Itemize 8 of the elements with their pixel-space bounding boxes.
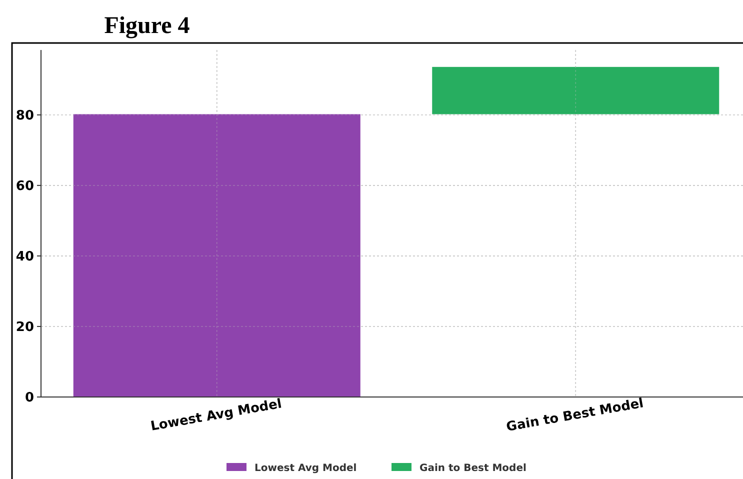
y-tick-label: 80 <box>16 108 34 124</box>
chart-title: Figure 4 <box>104 13 190 39</box>
y-tick-label: 40 <box>16 249 34 264</box>
y-tick-label: 0 <box>24 390 34 406</box>
y-tick-label: 60 <box>16 178 34 194</box>
legend-label: Gain to Best Model <box>420 463 526 474</box>
legend-label: Lowest Avg Model <box>254 463 357 474</box>
y-tick-label: 20 <box>16 320 34 336</box>
